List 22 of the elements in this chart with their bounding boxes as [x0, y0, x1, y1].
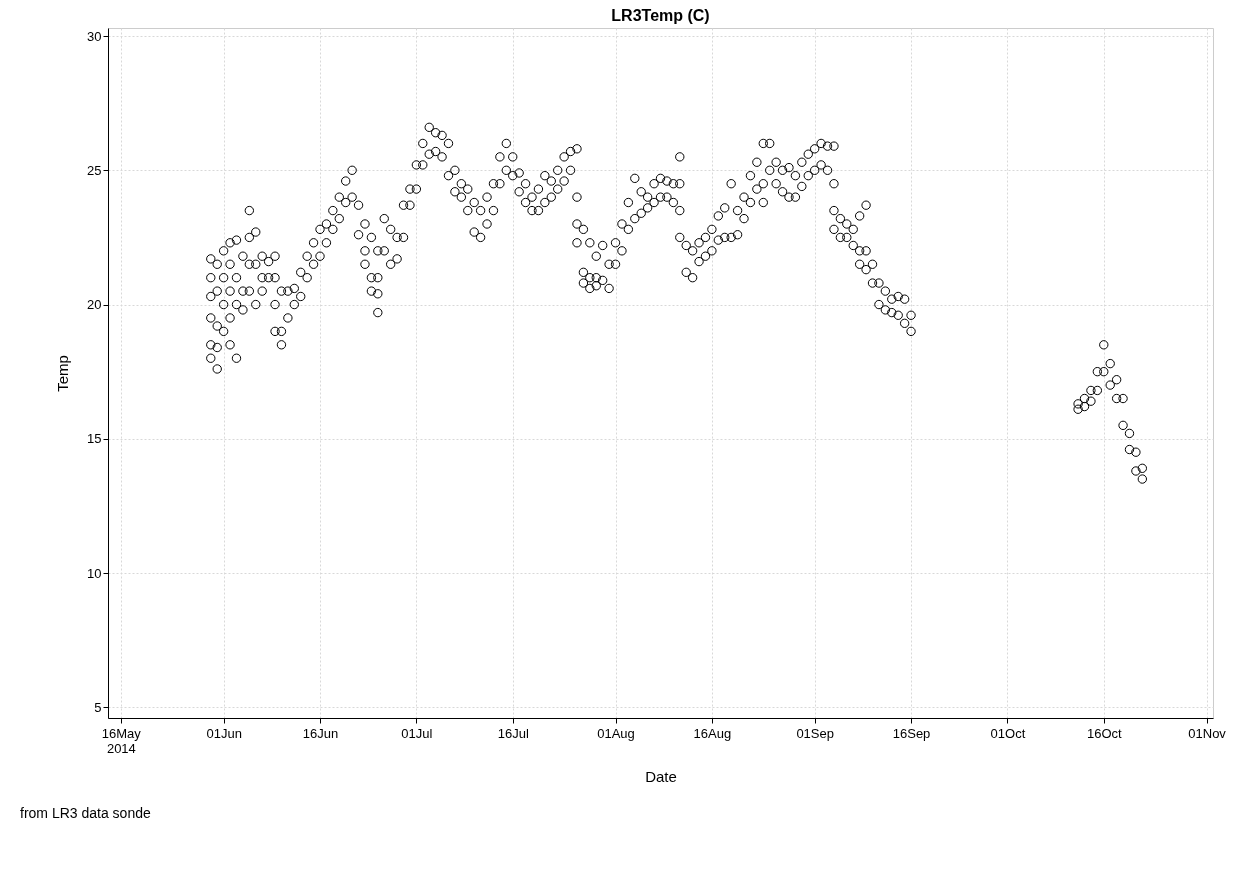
y-tick-label: 5: [94, 699, 102, 715]
y-axis-title: Temp: [54, 355, 72, 392]
y-tick-label: 15: [87, 431, 102, 447]
x-tick-label: 01Aug: [597, 725, 635, 741]
x-tick-label: 01Jun: [206, 725, 242, 741]
x-tick-label: 01Nov: [1188, 725, 1227, 741]
x-axis-title: Date: [645, 767, 677, 785]
y-tick-label: 10: [87, 565, 102, 581]
chart-title: LR3Temp (C): [611, 7, 710, 24]
y-tick-label: 20: [87, 297, 102, 313]
x-tick-label: 16Sep: [892, 725, 931, 741]
x-tick-label: 01Oct: [990, 725, 1026, 741]
text: from LR3 data sonde: [20, 805, 151, 821]
x-tick-label: 16Jul: [497, 725, 529, 741]
x-tick-label: 16Oct: [1086, 725, 1123, 741]
x-tick-label: 01Jul: [401, 725, 433, 741]
x-tick-label: 16Jun: [302, 725, 339, 741]
y-tick-label: 30: [87, 28, 102, 44]
x-tick-label: 16Aug: [693, 725, 732, 741]
y-tick-label: 25: [87, 162, 102, 178]
x-tick-label: 16May 2014: [101, 725, 142, 756]
x-tick-label: 01Sep: [796, 725, 834, 741]
